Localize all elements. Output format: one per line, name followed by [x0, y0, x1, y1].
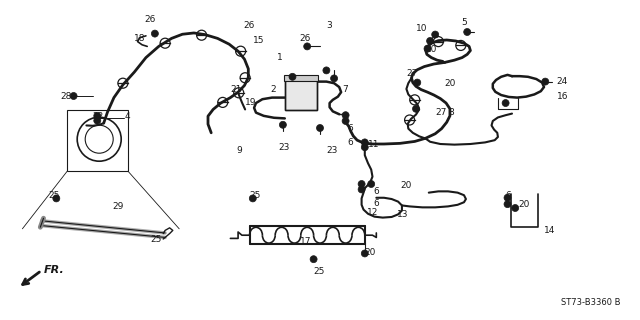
- Text: 25: 25: [314, 268, 325, 276]
- Text: 14: 14: [544, 226, 556, 235]
- Circle shape: [368, 180, 374, 188]
- Circle shape: [331, 75, 337, 82]
- Circle shape: [342, 117, 349, 124]
- Text: 25: 25: [150, 236, 162, 244]
- Text: 4: 4: [125, 112, 131, 121]
- Circle shape: [250, 195, 256, 202]
- Text: 19: 19: [244, 98, 256, 107]
- Circle shape: [358, 180, 365, 188]
- Text: 16: 16: [557, 92, 568, 100]
- Circle shape: [317, 124, 323, 132]
- Text: FR.: FR.: [44, 265, 64, 276]
- Circle shape: [70, 92, 77, 100]
- Bar: [67, 110, 128, 171]
- Circle shape: [504, 194, 511, 201]
- Bar: [285, 80, 317, 110]
- Text: 5: 5: [461, 18, 467, 27]
- Text: 27: 27: [435, 108, 447, 116]
- Text: 24: 24: [557, 77, 568, 86]
- Circle shape: [432, 31, 438, 38]
- Circle shape: [342, 112, 349, 119]
- Text: 17: 17: [300, 237, 311, 246]
- Text: 12: 12: [367, 208, 378, 217]
- Circle shape: [504, 201, 511, 208]
- Text: 6: 6: [373, 188, 379, 196]
- Circle shape: [94, 117, 100, 124]
- Text: 29: 29: [112, 202, 124, 211]
- Text: 23: 23: [326, 146, 338, 155]
- Circle shape: [362, 144, 368, 151]
- Circle shape: [280, 121, 286, 128]
- Circle shape: [464, 28, 470, 36]
- Circle shape: [310, 256, 317, 263]
- Text: 15: 15: [253, 36, 264, 44]
- Circle shape: [414, 79, 420, 86]
- Text: 1: 1: [276, 53, 282, 62]
- Text: 6: 6: [506, 191, 511, 200]
- Circle shape: [53, 195, 60, 202]
- Text: ST73-B3360 B: ST73-B3360 B: [561, 298, 621, 307]
- Circle shape: [304, 43, 310, 50]
- Text: 26: 26: [300, 34, 311, 43]
- Bar: [284, 75, 318, 81]
- Text: 6: 6: [348, 124, 353, 133]
- Text: 9: 9: [237, 146, 243, 155]
- Circle shape: [502, 100, 509, 107]
- Circle shape: [424, 45, 431, 52]
- Text: 7: 7: [342, 85, 348, 94]
- Circle shape: [152, 30, 158, 37]
- Text: 26: 26: [144, 15, 156, 24]
- Text: 3: 3: [326, 21, 332, 30]
- Text: 20: 20: [426, 45, 437, 54]
- Text: 28: 28: [61, 92, 72, 100]
- Text: 21: 21: [230, 85, 242, 94]
- Circle shape: [358, 186, 365, 193]
- Circle shape: [323, 67, 330, 74]
- Text: 27: 27: [406, 69, 418, 78]
- Text: 20: 20: [400, 181, 412, 190]
- Text: 13: 13: [397, 210, 408, 219]
- Text: 18: 18: [134, 34, 146, 43]
- Bar: [285, 80, 317, 110]
- Text: 25: 25: [48, 191, 60, 200]
- Text: 20: 20: [365, 248, 376, 257]
- Text: 6: 6: [348, 138, 353, 147]
- Text: 10: 10: [416, 24, 428, 33]
- Circle shape: [427, 37, 433, 44]
- Circle shape: [542, 78, 548, 85]
- Text: 8: 8: [448, 108, 454, 116]
- Circle shape: [362, 139, 368, 146]
- Circle shape: [289, 73, 296, 80]
- Text: 25: 25: [250, 191, 261, 200]
- Circle shape: [362, 250, 368, 257]
- Circle shape: [413, 105, 419, 112]
- Text: 26: 26: [243, 21, 255, 30]
- Text: 20: 20: [518, 200, 530, 209]
- Text: 23: 23: [278, 143, 290, 152]
- Text: 2: 2: [270, 85, 276, 94]
- Circle shape: [94, 112, 100, 119]
- Circle shape: [512, 204, 518, 212]
- Text: 20: 20: [445, 79, 456, 88]
- Text: 6: 6: [373, 199, 379, 208]
- Text: 11: 11: [368, 140, 380, 149]
- Text: 22: 22: [93, 112, 104, 121]
